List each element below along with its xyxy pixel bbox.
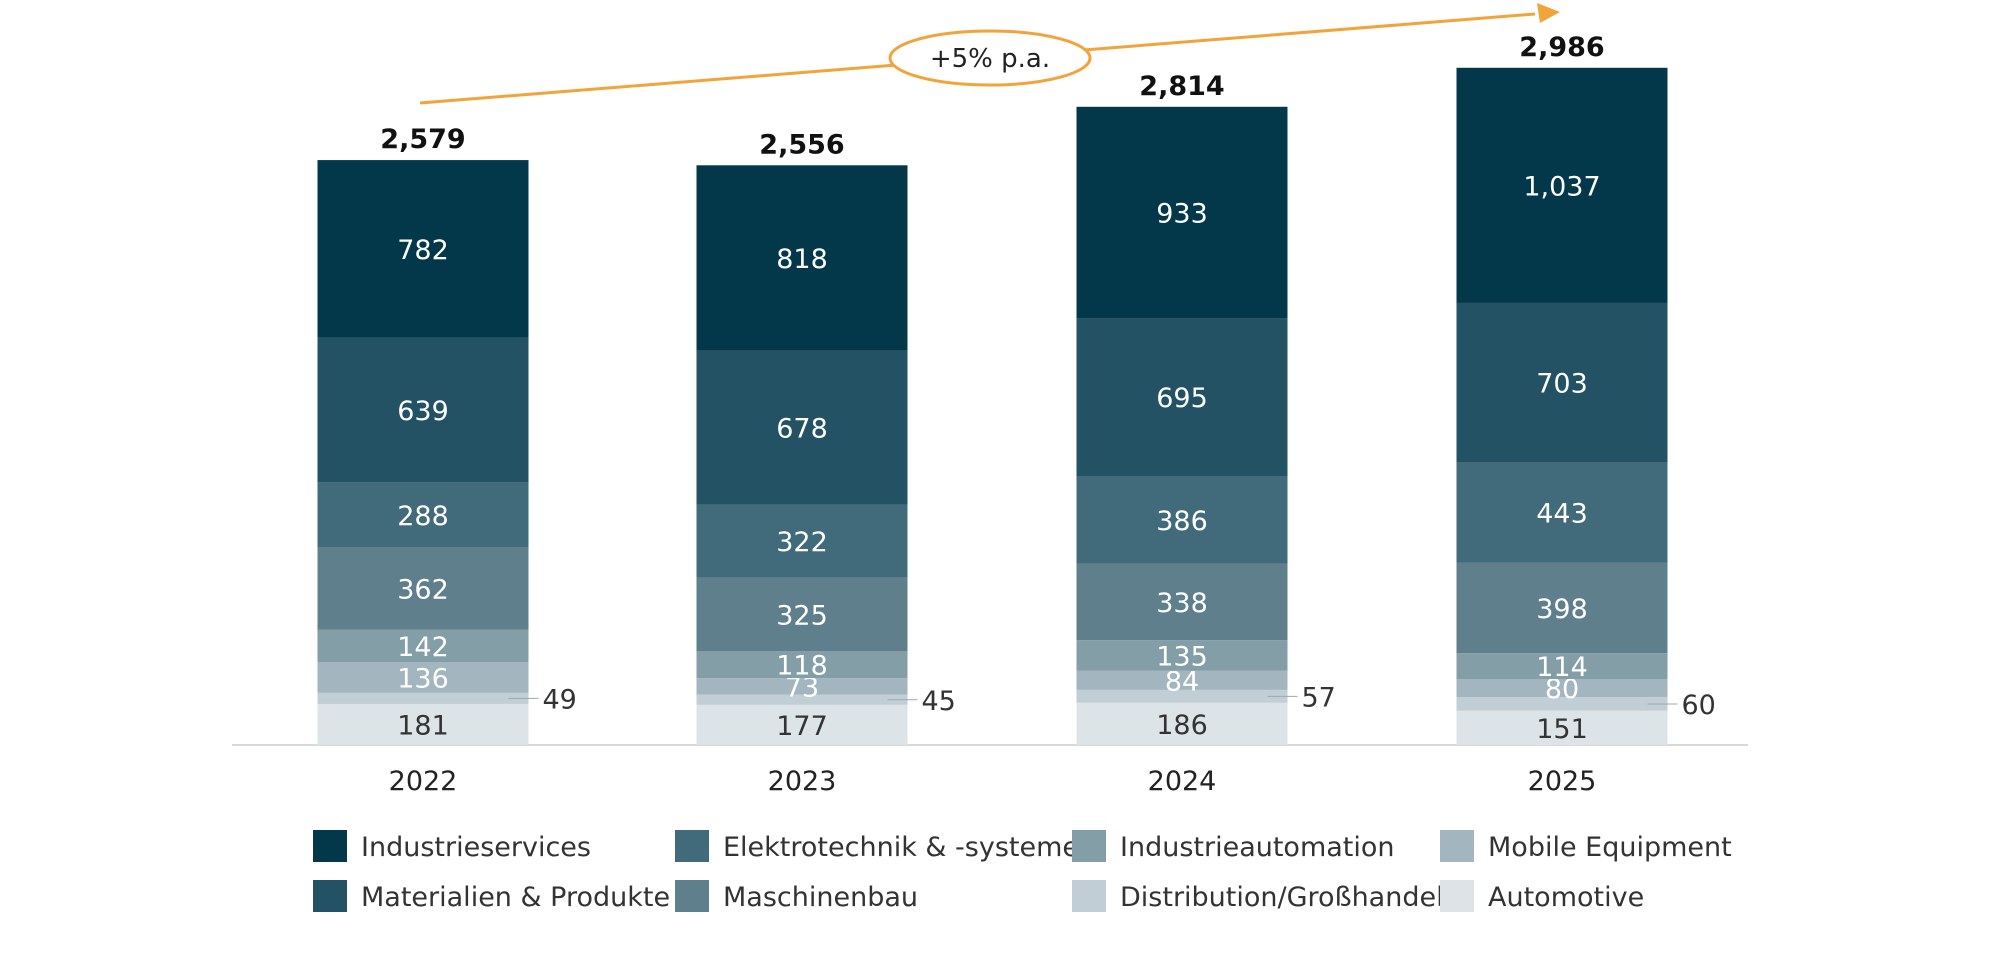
value-label-0-6: 639 bbox=[397, 396, 449, 427]
growth-arrowhead bbox=[1537, 3, 1560, 23]
bar-segment-3-6 bbox=[1456, 302, 1668, 463]
value-label-1-4: 325 bbox=[776, 600, 828, 631]
x-tick-label-2022: 2022 bbox=[389, 766, 458, 797]
value-label-2-7: 933 bbox=[1156, 199, 1208, 230]
bar-segment-1-0 bbox=[696, 704, 908, 745]
value-label-3-4: 398 bbox=[1536, 594, 1588, 625]
value-label-0-7: 782 bbox=[397, 235, 449, 266]
value-label-0-1: 49 bbox=[543, 684, 577, 715]
x-tick-label-2024: 2024 bbox=[1148, 766, 1217, 797]
value-label-2-0: 186 bbox=[1156, 710, 1208, 741]
value-label-2-2: 84 bbox=[1165, 666, 1199, 697]
legend-swatch-5 bbox=[675, 880, 709, 912]
total-label-2022: 2,579 bbox=[380, 124, 465, 155]
bar-segment-0-3 bbox=[317, 629, 529, 662]
bar-segment-3-1 bbox=[1456, 697, 1668, 711]
value-label-0-3: 142 bbox=[397, 632, 449, 663]
total-label-2024: 2,814 bbox=[1139, 71, 1224, 102]
value-label-1-5: 322 bbox=[776, 527, 828, 558]
legend-label-2: Industrieautomation bbox=[1120, 832, 1395, 863]
bar-segment-0-5 bbox=[317, 482, 529, 548]
x-tick-label-2025: 2025 bbox=[1528, 766, 1597, 797]
bar-segment-2-5 bbox=[1076, 476, 1288, 564]
legend-label-4: Materialien & Produkte bbox=[361, 882, 670, 913]
legend-swatch-6 bbox=[1072, 880, 1106, 912]
legend-swatch-3 bbox=[1440, 830, 1474, 862]
legend-swatch-4 bbox=[313, 880, 347, 912]
bar-segment-2-3 bbox=[1076, 640, 1288, 671]
bar-segment-1-6 bbox=[696, 350, 908, 505]
value-label-1-0: 177 bbox=[776, 711, 828, 742]
value-label-1-3: 118 bbox=[776, 651, 828, 682]
value-label-3-5: 443 bbox=[1536, 499, 1588, 530]
total-label-2023: 2,556 bbox=[759, 129, 844, 160]
value-label-0-5: 288 bbox=[397, 501, 449, 532]
bar-segment-3-0 bbox=[1456, 710, 1668, 745]
value-label-1-1: 45 bbox=[922, 686, 956, 717]
bar-segment-0-7 bbox=[317, 160, 529, 338]
bar-segment-3-3 bbox=[1456, 653, 1668, 680]
value-label-2-5: 386 bbox=[1156, 506, 1208, 537]
bar-segment-2-4 bbox=[1076, 563, 1288, 641]
bar-segment-3-2 bbox=[1456, 679, 1668, 698]
growth-label: +5% p.a. bbox=[930, 44, 1050, 74]
bar-segment-1-3 bbox=[696, 651, 908, 679]
legend: Industrieservices Elektrotechnik & -syste… bbox=[313, 830, 1732, 913]
growth-label-ellipse bbox=[888, 29, 1092, 87]
bars-group: 1814913614236228863978217745731183253226… bbox=[317, 67, 1716, 745]
bar-segment-1-7 bbox=[696, 165, 908, 351]
value-label-2-4: 338 bbox=[1156, 588, 1208, 619]
bar-segment-3-5 bbox=[1456, 462, 1668, 563]
bar-segment-1-2 bbox=[696, 678, 908, 695]
bar-segment-2-0 bbox=[1076, 702, 1288, 745]
bar-segment-3-7 bbox=[1456, 67, 1668, 303]
legend-label-1: Elektrotechnik & -systeme bbox=[723, 832, 1079, 863]
value-label-3-3: 114 bbox=[1536, 652, 1588, 683]
legend-label-7: Automotive bbox=[1488, 882, 1644, 913]
bar-segment-2-2 bbox=[1076, 670, 1288, 690]
x-tick-labels: 2022 2023 2024 2025 bbox=[389, 766, 1597, 797]
bar-segment-2-6 bbox=[1076, 318, 1288, 477]
bar-segment-1-4 bbox=[696, 577, 908, 652]
legend-label-3: Mobile Equipment bbox=[1488, 832, 1732, 863]
legend-swatch-0 bbox=[313, 830, 347, 862]
bar-segment-0-1 bbox=[317, 692, 529, 704]
value-label-2-6: 695 bbox=[1156, 383, 1208, 414]
legend-label-5: Maschinenbau bbox=[723, 882, 918, 913]
totals-group: 2,579 2,556 2,814 2,986 bbox=[380, 32, 1604, 161]
bar-segment-1-1 bbox=[696, 694, 908, 705]
legend-swatch-2 bbox=[1072, 830, 1106, 862]
legend-swatch-1 bbox=[675, 830, 709, 862]
value-label-2-1: 57 bbox=[1302, 682, 1336, 713]
total-label-2025: 2,986 bbox=[1519, 32, 1604, 63]
legend-label-6: Distribution/Großhandel bbox=[1120, 882, 1444, 913]
bar-segment-0-2 bbox=[317, 661, 529, 693]
bar-segment-0-4 bbox=[317, 547, 529, 630]
legend-label-0: Industrieservices bbox=[361, 832, 591, 863]
bar-segment-0-6 bbox=[317, 337, 529, 483]
bar-segment-0-0 bbox=[317, 703, 529, 745]
value-label-2-3: 135 bbox=[1156, 642, 1208, 673]
value-label-3-6: 703 bbox=[1536, 369, 1588, 400]
value-label-0-2: 136 bbox=[397, 663, 449, 694]
bar-segment-1-5 bbox=[696, 504, 908, 578]
value-label-1-7: 818 bbox=[776, 244, 828, 275]
growth-annotation: +5% p.a. bbox=[419, 3, 1560, 105]
value-label-3-2: 80 bbox=[1545, 674, 1579, 705]
bar-segment-3-4 bbox=[1456, 562, 1668, 654]
value-label-0-0: 181 bbox=[397, 710, 449, 741]
x-tick-label-2023: 2023 bbox=[768, 766, 837, 797]
value-label-0-4: 362 bbox=[397, 575, 449, 606]
value-label-3-1: 60 bbox=[1682, 690, 1716, 721]
value-label-3-0: 151 bbox=[1536, 714, 1588, 745]
legend-swatch-7 bbox=[1440, 880, 1474, 912]
bar-segment-2-7 bbox=[1076, 106, 1288, 319]
value-label-3-7: 1,037 bbox=[1523, 171, 1600, 202]
value-label-1-6: 678 bbox=[776, 414, 828, 445]
bar-segment-2-1 bbox=[1076, 689, 1288, 703]
